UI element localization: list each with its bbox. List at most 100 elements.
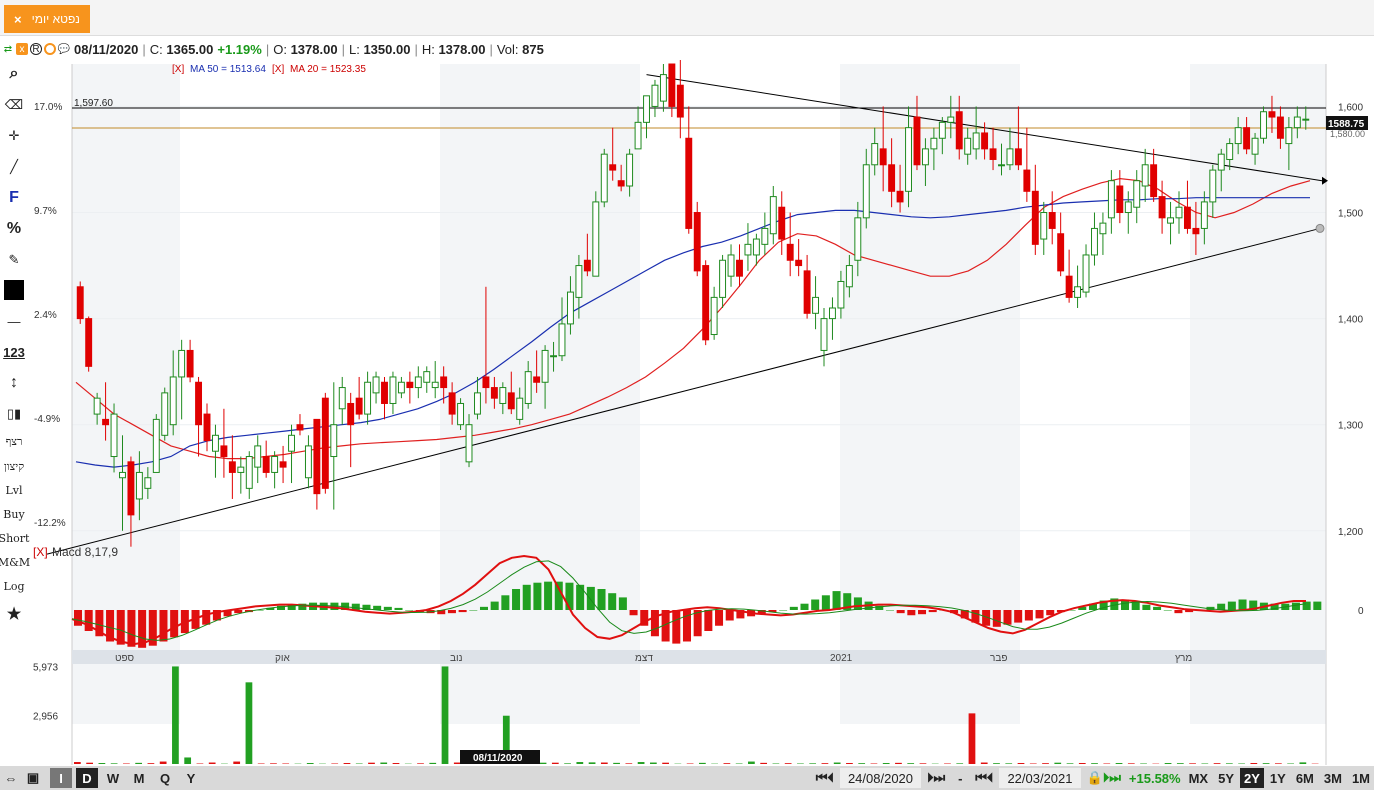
fibonacci-icon[interactable]: F xyxy=(9,188,19,206)
candlestick-icon[interactable]: ▯▮ xyxy=(6,405,22,421)
volume-bar xyxy=(441,666,449,764)
range-button-3M[interactable]: 3M xyxy=(1323,770,1342,786)
candle-body xyxy=(355,397,363,415)
macd-bar xyxy=(1142,604,1151,610)
tool-text-5[interactable]: M&M xyxy=(0,556,31,569)
lock-next-icon[interactable]: 🔒⏵⏭ xyxy=(1086,770,1121,785)
macd-bar xyxy=(212,610,221,621)
candle-body xyxy=(550,355,557,358)
macd-bar xyxy=(576,584,585,610)
macd-bar xyxy=(950,610,959,614)
tool-text-1[interactable]: קיצון xyxy=(3,459,25,473)
candle-body xyxy=(566,291,574,325)
macd-bar xyxy=(672,610,681,644)
close-tab-icon[interactable]: × xyxy=(14,11,22,27)
interval-button-Y[interactable]: Y xyxy=(186,770,196,786)
candle-body xyxy=(524,371,532,404)
volume-bar xyxy=(1042,763,1049,764)
left-toolbar: ⌕ ⌫ ✛ ╱ F % ✎ — 123 ↕ ▯▮ רצף קיצון Lvl B… xyxy=(0,62,31,632)
macd-bar xyxy=(928,610,937,613)
color-swatch-icon[interactable] xyxy=(1,278,27,303)
macd-bar xyxy=(351,603,360,610)
candle-body xyxy=(1065,275,1073,298)
macd-bar xyxy=(490,601,499,610)
range-button-5Y[interactable]: 5Y xyxy=(1218,770,1234,786)
range-change: +15.58% xyxy=(1128,770,1181,786)
range-button-MX[interactable]: MX xyxy=(1188,770,1209,786)
trendline-arrow xyxy=(1322,176,1328,185)
candle-body xyxy=(1124,201,1132,214)
star-icon[interactable]: ★ xyxy=(6,605,22,623)
search-icon[interactable]: ⌕ xyxy=(9,65,19,83)
tool-text-2[interactable]: Lvl xyxy=(5,483,23,497)
expand-icon[interactable]: ⇔ xyxy=(4,770,18,786)
open-label: O: xyxy=(273,41,287,57)
volume-bar xyxy=(821,763,829,764)
line-style-icon[interactable]: — xyxy=(7,313,21,329)
candle-body xyxy=(1226,143,1234,160)
macd-bar xyxy=(629,610,638,616)
candle-body xyxy=(102,418,110,426)
macd-bar xyxy=(608,593,617,610)
volume-bar xyxy=(1164,763,1172,764)
range-button-1Y[interactable]: 1Y xyxy=(1269,770,1286,786)
volume-bar xyxy=(637,762,645,764)
vertical-line-icon[interactable]: ↕ xyxy=(10,374,18,392)
tool-text-3[interactable]: Buy xyxy=(3,507,25,521)
edit-icon[interactable]: ✎ xyxy=(8,251,20,267)
volume-bar xyxy=(919,763,927,764)
candle-body xyxy=(507,392,515,410)
cursor-date: 08/11/2020 xyxy=(473,753,523,764)
candle-body xyxy=(795,259,803,267)
save-icon[interactable]: ▣ xyxy=(26,770,40,785)
range-button-2Y[interactable]: 2Y xyxy=(1240,768,1264,788)
line-draw-icon[interactable]: ╱ xyxy=(10,159,18,174)
candle-body xyxy=(330,424,338,458)
from-date[interactable]: 24/08/2020 xyxy=(839,768,922,788)
eraser-icon[interactable]: ⌫ xyxy=(4,97,24,113)
volume-bar xyxy=(723,763,731,764)
macd-bar xyxy=(853,597,862,610)
first-prev-icon-2[interactable]: ⏮⏴ xyxy=(975,770,994,785)
chart-tab[interactable]: × נפטא יומי xyxy=(4,5,90,33)
candle-body xyxy=(474,392,481,415)
registered-icon[interactable]: R xyxy=(30,43,42,55)
candle-body xyxy=(541,349,549,383)
interval-button-I[interactable]: I xyxy=(50,768,72,788)
macd-bar xyxy=(800,603,809,610)
first-prev-icon[interactable]: ⏮⏴ xyxy=(815,770,834,785)
candle-body xyxy=(871,143,879,166)
tool-text-4[interactable]: Short xyxy=(0,531,30,545)
volume-bar xyxy=(760,762,768,764)
crosshair-icon[interactable]: ✛ xyxy=(8,128,20,144)
to-date[interactable]: 22/03/2021 xyxy=(999,768,1081,788)
candle-body xyxy=(1251,137,1259,155)
range-button-6M[interactable]: 6M xyxy=(1295,770,1314,786)
interval-button-M[interactable]: M xyxy=(133,770,145,786)
excel-icon[interactable]: x xyxy=(16,43,28,55)
chart-svg[interactable]: 1,597.60 17.0% 9.7% 2.4% -4.9% -12.2% 1,600 1… xyxy=(0,42,1374,765)
candle-body xyxy=(499,387,507,404)
candle-body xyxy=(1183,206,1191,229)
range-button-1M[interactable]: 1M xyxy=(1351,770,1370,786)
chart-area[interactable]: 1,597.60 17.0% 9.7% 2.4% -4.9% -12.2% 1,600 1… xyxy=(0,42,1374,765)
macd-bar xyxy=(971,610,980,623)
candle-body xyxy=(1276,116,1284,139)
tool-text-0[interactable]: רצף xyxy=(5,435,23,449)
candle-body xyxy=(440,376,448,389)
macd-signal-line xyxy=(71,560,1307,641)
quote-info-bar: ⇄ x R 💬 08/11/2020 | C: 1365.00 +1.19% |… xyxy=(3,41,544,57)
numbers-icon[interactable]: 123 xyxy=(3,344,25,360)
next-last-icon[interactable]: ⏵⏭ xyxy=(927,770,946,785)
low-label: L: xyxy=(348,41,360,57)
interval-button-W[interactable]: W xyxy=(106,770,120,786)
interval-button-Q[interactable]: Q xyxy=(159,770,171,786)
tool-text-6[interactable]: Log xyxy=(3,580,25,594)
share-icon[interactable]: ⇄ xyxy=(3,43,13,55)
comment-icon[interactable]: 💬 xyxy=(57,43,71,55)
percent-icon[interactable]: % xyxy=(6,219,22,237)
macd-bar xyxy=(757,610,766,615)
target-icon[interactable] xyxy=(44,43,56,55)
interval-button-D[interactable]: D xyxy=(76,768,98,788)
